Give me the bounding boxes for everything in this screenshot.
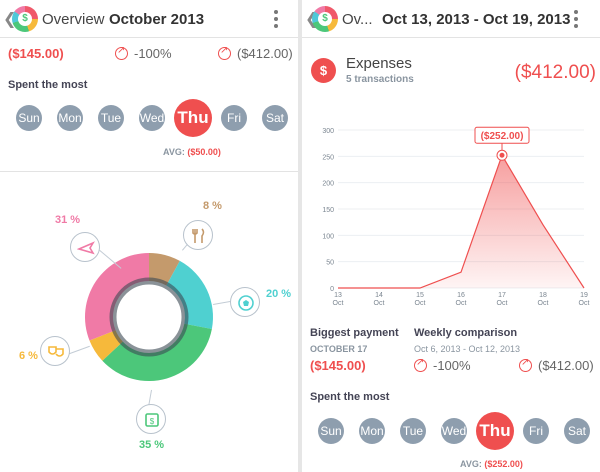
donut-segment-food[interactable]: [149, 253, 180, 286]
trend-arrow-icon: [414, 357, 427, 372]
x-tick-label: 18: [539, 292, 547, 299]
airplane-icon[interactable]: [70, 232, 100, 262]
y-tick-label: 250: [322, 154, 334, 161]
donut-segment-entertainment[interactable]: [89, 330, 123, 361]
x-tick-label: 13: [334, 292, 342, 299]
trend-arrow-icon: [115, 45, 128, 60]
daily-expenses-chart: 05010015020025030013Oct14Oct15Oct16Oct17…: [322, 126, 590, 307]
entertainment-percent: 6 %: [19, 350, 38, 362]
biggest-payment-amount: ($145.00): [8, 46, 64, 61]
weekly-change-amount: ($412.00): [519, 357, 594, 373]
callout-label: ($252.00): [481, 131, 524, 142]
x-tick-month: Oct: [415, 300, 426, 307]
day-fri-button[interactable]: Fri: [221, 105, 247, 131]
food-percent: 8 %: [203, 200, 222, 212]
biggest-payment-date: OCTOBER 17: [310, 344, 368, 354]
dollar-icon: $: [311, 58, 336, 83]
x-tick-month: Oct: [538, 300, 549, 307]
app-logo-icon[interactable]: $: [312, 6, 338, 32]
travel-percent: 31 %: [55, 214, 81, 226]
donut-hole: [117, 285, 181, 349]
spent-most-title: Spent the most: [8, 79, 88, 91]
theater-masks-icon[interactable]: [40, 336, 70, 366]
leisure-percent: 20 %: [266, 288, 292, 300]
app-title: Overview: [42, 11, 105, 28]
average-label: AVG: ($252.00): [460, 459, 523, 469]
divider: [0, 171, 298, 172]
day-mon-button[interactable]: Mon: [359, 418, 385, 444]
spent-most-title: Spent the most: [310, 391, 390, 403]
donut-segment-leisure[interactable]: [166, 260, 213, 329]
cash-box-icon[interactable]: $: [136, 404, 166, 434]
weekly-comparison-title: Weekly comparison: [414, 327, 518, 339]
biggest-payment-amount: ($145.00): [310, 358, 366, 373]
weekday-selector: Sun Mon Tue Wed Thu Fri Sat: [0, 99, 298, 139]
x-tick-month: Oct: [497, 300, 508, 307]
day-sat-button[interactable]: Sat: [262, 105, 288, 131]
weekly-comparison-range: Oct 6, 2013 - Oct 12, 2013: [414, 344, 521, 354]
app-bar: ❮ $ Overview October 2013: [0, 0, 298, 38]
y-tick-label: 0: [330, 286, 334, 293]
x-tick-month: Oct: [456, 300, 467, 307]
overview-screen: ❮ $ Overview October 2013 ($145.00) -100…: [0, 0, 298, 472]
day-sat-button[interactable]: Sat: [564, 418, 590, 444]
day-tue-button[interactable]: Tue: [98, 105, 124, 131]
x-tick-label: 17: [498, 292, 506, 299]
x-tick-label: 19: [580, 292, 588, 299]
period-title[interactable]: October 2013: [109, 11, 205, 28]
week-detail-screen: ❮ $ Ov... Oct 13, 2013 - Oct 19, 2013 $ …: [302, 0, 600, 472]
weekday-selector: Sun Mon Tue Wed Thu Fri Sat: [302, 412, 600, 452]
day-thu-button[interactable]: Thu: [174, 99, 212, 137]
app-logo-icon[interactable]: $: [12, 6, 38, 32]
weekly-change-pct: -100%: [414, 357, 471, 373]
day-mon-button[interactable]: Mon: [57, 105, 83, 131]
day-wed-button[interactable]: Wed: [139, 105, 165, 131]
donut-inner-ring: [109, 277, 189, 357]
svg-text:$: $: [150, 417, 155, 426]
x-tick-month: Oct: [579, 300, 590, 307]
day-wed-button[interactable]: Wed: [441, 418, 467, 444]
expenses-total: ($412.00): [514, 62, 596, 83]
soccer-ball-icon[interactable]: [230, 287, 260, 317]
biggest-payment-title: Biggest payment: [310, 327, 399, 339]
donut-svg: [85, 253, 213, 381]
day-sun-button[interactable]: Sun: [318, 418, 344, 444]
callout-box: [474, 126, 530, 144]
fork-knife-icon[interactable]: [183, 220, 213, 250]
x-tick-label: 15: [416, 292, 424, 299]
money-percent: 35 %: [139, 439, 165, 451]
x-tick-month: Oct: [333, 300, 344, 307]
weekly-change-pct: -100%: [115, 45, 172, 61]
highlight-point-dot: [499, 152, 505, 158]
y-tick-label: 50: [326, 260, 334, 267]
expenses-title: Expenses: [346, 55, 412, 72]
app-title: Ov...: [342, 11, 373, 28]
x-tick-month: Oct: [374, 300, 385, 307]
date-range-title[interactable]: Oct 13, 2013 - Oct 19, 2013: [382, 11, 571, 28]
x-tick-label: 14: [375, 292, 383, 299]
series-line: [338, 153, 585, 289]
trend-arrow-icon: [519, 357, 532, 372]
trend-arrow-icon: [218, 45, 231, 60]
y-tick-label: 150: [322, 207, 334, 214]
x-tick-label: 16: [457, 292, 465, 299]
day-tue-button[interactable]: Tue: [400, 418, 426, 444]
weekly-change-amount: ($412.00): [218, 45, 293, 61]
y-tick-label: 300: [322, 128, 334, 135]
day-thu-button[interactable]: Thu: [476, 412, 514, 450]
overflow-menu-icon[interactable]: [274, 10, 278, 28]
transactions-count: 5 transactions: [346, 74, 414, 85]
overflow-menu-icon[interactable]: [574, 10, 578, 28]
day-fri-button[interactable]: Fri: [523, 418, 549, 444]
app-bar: ❮ $ Ov... Oct 13, 2013 - Oct 19, 2013: [302, 0, 600, 38]
y-tick-label: 200: [322, 181, 334, 188]
area-fill: [338, 155, 584, 288]
average-label: AVG: ($50.00): [163, 147, 221, 157]
y-tick-label: 100: [322, 233, 334, 240]
category-donut-chart: 31 % 8 % 20 % 6 % $ 35 %: [0, 172, 298, 472]
day-sun-button[interactable]: Sun: [16, 105, 42, 131]
